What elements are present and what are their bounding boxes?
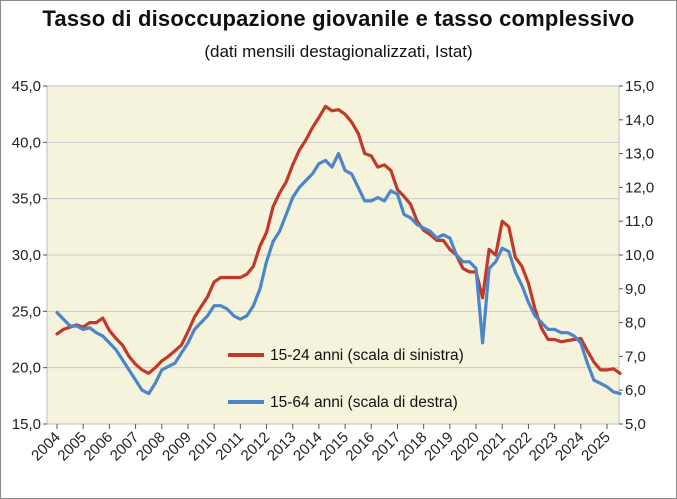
series-line-total: [55, 152, 622, 396]
right-tick-label: 5,0: [625, 416, 646, 433]
left-tick-label: 20,0: [12, 360, 41, 377]
x-tick-label: 2009: [159, 429, 195, 465]
x-tick-label: 2021: [473, 429, 509, 465]
x-tick-label: 2005: [54, 429, 90, 465]
x-tick-label: 2004: [28, 429, 64, 465]
left-axis: 15,0 20,0 25,0 30,0 35,0 40,0 45,0: [12, 78, 47, 433]
x-tick-label: 2014: [290, 429, 326, 465]
x-tick-label: 2023: [526, 429, 562, 465]
x-tick-label: 2025: [578, 429, 614, 465]
left-tick-label: 25,0: [12, 303, 41, 320]
right-tick-label: 12,0: [625, 179, 654, 196]
x-tick-label: 2017: [369, 429, 405, 465]
left-tick-label: 45,0: [12, 78, 41, 95]
x-tick-label: 2024: [552, 429, 588, 465]
x-tick-label: 2006: [81, 429, 117, 465]
legend: 15-24 anni (scala di sinistra) 15-64 ann…: [228, 347, 464, 411]
left-tick-label: 30,0: [12, 247, 41, 264]
chart-title: Tasso di disoccupazione giovanile e tass…: [42, 6, 635, 31]
x-tick-label: 2012: [238, 429, 274, 465]
x-tick-label: 2018: [395, 429, 431, 465]
x-tick-label: 2020: [447, 429, 483, 465]
left-tick-label: 40,0: [12, 134, 41, 151]
x-tick-label: 2015: [316, 429, 352, 465]
x-tick-label: 2011: [212, 429, 247, 464]
x-tick-label: 2010: [185, 429, 221, 465]
series-line-youth: [55, 104, 622, 375]
right-tick-label: 15,0: [625, 78, 654, 95]
x-axis: 2004200520062007200820092010201120122013…: [28, 424, 614, 464]
left-tick-label: 35,0: [12, 191, 41, 208]
right-axis: 5,0 6,0 7,0 8,0 9,0 10,0 11,0 12,0 13,0 14,0 15,0: [619, 78, 654, 433]
right-tick-label: 6,0: [625, 382, 646, 399]
right-tick-label: 8,0: [625, 315, 646, 332]
x-tick-label: 2016: [342, 429, 378, 465]
chart-subtitle: (dati mensili destagionalizzati, Istat): [204, 42, 473, 61]
right-tick-label: 10,0: [625, 247, 654, 264]
right-tick-label: 11,0: [625, 213, 653, 230]
right-tick-label: 13,0: [625, 146, 654, 163]
x-tick-label: 2008: [133, 429, 169, 465]
right-tick-label: 7,0: [625, 348, 646, 365]
right-tick-label: 14,0: [625, 112, 654, 129]
x-tick-label: 2007: [107, 429, 143, 465]
right-tick-label: 9,0: [625, 281, 646, 298]
legend-label-youth: 15-24 anni (scala di sinistra): [270, 347, 464, 364]
legend-label-total: 15-64 anni (scala di destra): [270, 394, 458, 411]
x-tick-label: 2013: [264, 429, 300, 465]
series-lines: [55, 104, 622, 396]
x-tick-label: 2019: [421, 429, 457, 465]
gridlines: [47, 141, 619, 369]
x-tick-label: 2022: [500, 429, 536, 465]
left-tick-label: 15,0: [12, 416, 41, 433]
